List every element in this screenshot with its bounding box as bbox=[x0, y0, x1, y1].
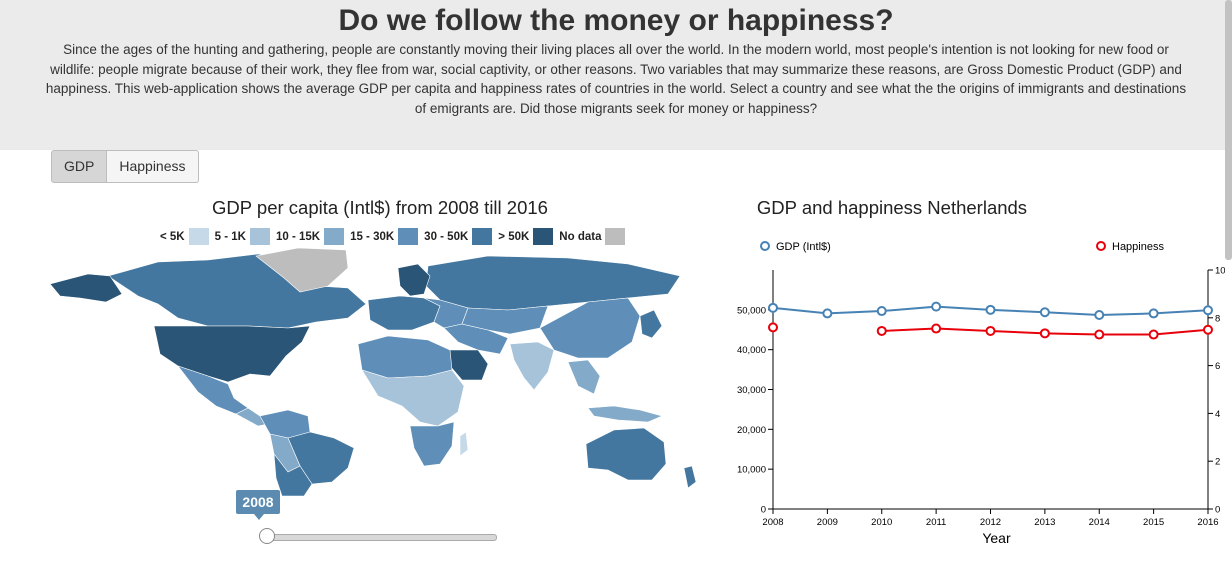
data-point-happiness bbox=[876, 325, 887, 336]
y-left-tick-label: 30,000 bbox=[737, 385, 766, 396]
year-slider-handle[interactable] bbox=[259, 528, 275, 544]
year-slider-label: 2008 bbox=[236, 490, 280, 520]
legend-swatch bbox=[533, 228, 554, 245]
country-west-central-africa[interactable] bbox=[361, 369, 465, 427]
y-right-tick-label: 8 bbox=[1215, 313, 1220, 324]
data-point-happiness bbox=[931, 323, 942, 334]
legend-label: No data bbox=[559, 230, 602, 243]
legend-label: < 5K bbox=[160, 230, 185, 243]
country-alaska[interactable] bbox=[49, 273, 123, 303]
chart-legend-marker bbox=[760, 241, 770, 251]
legend-item: 10 - 15K bbox=[275, 228, 345, 245]
page-title: Do we follow the money or happiness? bbox=[338, 4, 894, 37]
data-point-gdp bbox=[876, 306, 887, 317]
country-canada[interactable] bbox=[107, 253, 367, 329]
legend-item: No data bbox=[559, 228, 626, 245]
gdp-happiness-line-chart: 0 10,000 20,000 30,000 40,000 50,000 0 2 4 6 8 10 20… bbox=[737, 241, 1225, 546]
legend-item: > 50K bbox=[498, 228, 554, 245]
legend-swatch bbox=[605, 228, 626, 245]
chart-legend-marker bbox=[1096, 241, 1106, 251]
country-japan-korea[interactable] bbox=[639, 309, 663, 339]
country-australia[interactable] bbox=[585, 427, 667, 481]
x-tick-label: 2011 bbox=[926, 517, 946, 528]
legend-swatch bbox=[398, 228, 419, 245]
data-point-happiness bbox=[985, 325, 996, 336]
chart-legend-label: Happiness bbox=[1112, 241, 1164, 253]
data-point-gdp bbox=[768, 302, 778, 313]
intro-header: Do we follow the money or happiness? Sin… bbox=[0, 0, 1232, 150]
country-western-europe[interactable] bbox=[367, 295, 441, 331]
x-axis-label: Year bbox=[982, 530, 1011, 546]
data-point-happiness bbox=[1203, 324, 1213, 335]
legend-swatch bbox=[249, 228, 270, 245]
y-left-tick-label: 20,000 bbox=[737, 425, 766, 436]
y-right-tick-label: 6 bbox=[1215, 361, 1220, 372]
data-point-happiness bbox=[1094, 329, 1105, 340]
y-right-tick-label: 4 bbox=[1215, 409, 1220, 420]
x-tick-label: 2014 bbox=[1089, 517, 1110, 528]
y-left-tick-label: 10,000 bbox=[737, 465, 766, 476]
data-point-gdp bbox=[931, 301, 942, 312]
x-tick-label: 2009 bbox=[817, 517, 838, 528]
data-point-gdp bbox=[1203, 305, 1213, 316]
legend-label: > 50K bbox=[498, 230, 530, 243]
country-southeast-asia[interactable] bbox=[567, 359, 601, 395]
data-point-happiness bbox=[1039, 328, 1050, 339]
country-kazakhstan[interactable] bbox=[461, 305, 549, 335]
legend-label: 15 - 30K bbox=[350, 230, 395, 243]
country-scandinavia[interactable] bbox=[397, 263, 431, 297]
x-tick-label: 2010 bbox=[871, 517, 892, 528]
legend-item: 5 - 1K bbox=[215, 228, 270, 245]
y-left-tick-label: 50,000 bbox=[737, 305, 766, 316]
map-legend: < 5K 5 - 1K 10 - 15K 15 - 30K 30 - 50K > 50K N… bbox=[160, 228, 631, 245]
year-slider-track[interactable] bbox=[266, 534, 497, 541]
legend-label: 10 - 15K bbox=[275, 230, 321, 243]
x-tick-label: 2008 bbox=[762, 517, 783, 528]
country-russia[interactable] bbox=[425, 255, 681, 311]
y-right-tick-label: 2 bbox=[1215, 457, 1220, 468]
data-point-gdp bbox=[1094, 310, 1105, 321]
country-madagascar[interactable] bbox=[459, 431, 469, 457]
legend-label: 5 - 1K bbox=[214, 230, 246, 243]
country-india[interactable] bbox=[509, 341, 555, 391]
gdp-tab-button[interactable]: GDP bbox=[51, 150, 108, 183]
country-southern-africa[interactable] bbox=[409, 421, 455, 467]
page-scrollbar[interactable] bbox=[1225, 0, 1232, 260]
legend-swatch bbox=[188, 228, 209, 245]
happiness-tab-button[interactable]: Happiness bbox=[107, 150, 199, 183]
country-north-africa[interactable] bbox=[357, 335, 453, 379]
country-greenland[interactable] bbox=[255, 247, 349, 293]
data-point-gdp bbox=[1039, 307, 1050, 318]
view-toggle: GDP Happiness bbox=[51, 150, 199, 183]
country-china[interactable] bbox=[539, 297, 641, 359]
map-title: GDP per capita (Intl$) from 2008 till 20… bbox=[212, 197, 548, 218]
intro-description: Since the ages of the hunting and gather… bbox=[45, 42, 1187, 116]
legend-swatch bbox=[472, 228, 493, 245]
legend-item: < 5K bbox=[160, 228, 209, 245]
x-tick-label: 2013 bbox=[1034, 517, 1055, 528]
data-point-gdp bbox=[985, 304, 996, 315]
country-argentina-chile[interactable] bbox=[273, 453, 313, 496]
data-point-happiness bbox=[768, 322, 778, 333]
legend-label: 30 - 50K bbox=[424, 230, 469, 243]
y-right-tick-label: 0 bbox=[1215, 505, 1220, 516]
y-left-tick-label: 0 bbox=[761, 505, 766, 516]
y-right-tick-label: 10 bbox=[1215, 266, 1225, 277]
legend-item: 30 - 50K bbox=[424, 228, 493, 245]
country-usa[interactable] bbox=[153, 325, 311, 383]
data-point-happiness bbox=[1148, 329, 1159, 340]
x-tick-label: 2015 bbox=[1143, 517, 1164, 528]
y-left-tick-label: 40,000 bbox=[737, 345, 766, 356]
x-tick-label: 2016 bbox=[1197, 517, 1218, 528]
country-indonesia[interactable] bbox=[587, 405, 663, 423]
legend-item: 15 - 30K bbox=[350, 228, 419, 245]
x-tick-label: 2012 bbox=[980, 517, 1001, 528]
data-point-gdp bbox=[1148, 308, 1159, 319]
chart-title: GDP and happiness Netherlands bbox=[756, 197, 1028, 218]
world-map[interactable] bbox=[48, 246, 718, 496]
country-new-zealand[interactable] bbox=[683, 465, 697, 489]
legend-swatch bbox=[324, 228, 345, 245]
chart-legend-label: GDP (Intl$) bbox=[776, 241, 831, 253]
data-point-gdp bbox=[822, 308, 833, 319]
